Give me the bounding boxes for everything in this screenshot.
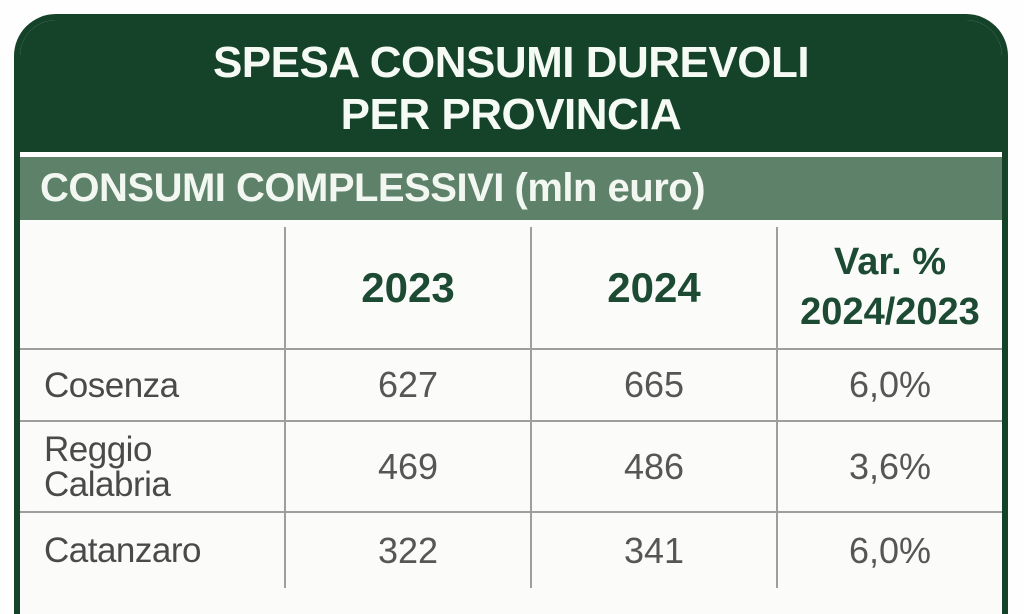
table-header-row: 2023 2024 Var. % 2024/2023 bbox=[20, 227, 1002, 350]
page-title-line2: PER PROVINCIA bbox=[340, 90, 682, 139]
value-2024: 341 bbox=[530, 511, 778, 588]
infographic-card: SPESA CONSUMI DUREVOLI PER PROVINCIA CON… bbox=[14, 14, 1008, 614]
province-name: Catanzaro bbox=[20, 511, 286, 588]
province-name: Cosenza bbox=[20, 348, 286, 422]
value-2024: 486 bbox=[530, 420, 778, 513]
subheader-band: CONSUMI COMPLESSIVI (mln euro) bbox=[20, 157, 1002, 220]
var-header-line2: 2024/2023 bbox=[800, 290, 980, 333]
header-divider bbox=[20, 152, 1002, 157]
table-row-cosenza: Cosenza 627 665 6,0% bbox=[20, 348, 1002, 422]
column-header-2023: 2023 bbox=[284, 227, 532, 350]
card-header: SPESA CONSUMI DUREVOLI PER PROVINCIA bbox=[20, 20, 1002, 152]
column-header-2024: 2024 bbox=[530, 227, 778, 350]
page-title-line1: SPESA CONSUMI DUREVOLI bbox=[212, 38, 810, 88]
subheader-divider bbox=[20, 220, 1002, 227]
value-2023: 469 bbox=[284, 420, 532, 513]
subheader-label: CONSUMI COMPLESSIVI (mln euro) bbox=[40, 166, 706, 210]
value-2023: 322 bbox=[284, 511, 532, 588]
value-var: 6,0% bbox=[776, 348, 1002, 422]
column-header-var: Var. % 2024/2023 bbox=[776, 227, 1002, 350]
province-name: Reggio Calabria bbox=[20, 420, 286, 513]
table-row-reggio-calabria: Reggio Calabria 469 486 3,6% bbox=[20, 420, 1002, 513]
table-row-catanzaro: Catanzaro 322 341 6,0% bbox=[20, 511, 1002, 588]
province-header-cell bbox=[20, 227, 286, 350]
value-2024: 665 bbox=[530, 348, 778, 422]
value-var: 6,0% bbox=[776, 511, 1002, 588]
var-header-line1: Var. % bbox=[834, 241, 946, 284]
value-var: 3,6% bbox=[776, 420, 1002, 513]
consumption-table: 2023 2024 Var. % 2024/2023 Cosenza 627 6… bbox=[20, 227, 1002, 588]
value-2023: 627 bbox=[284, 348, 532, 422]
